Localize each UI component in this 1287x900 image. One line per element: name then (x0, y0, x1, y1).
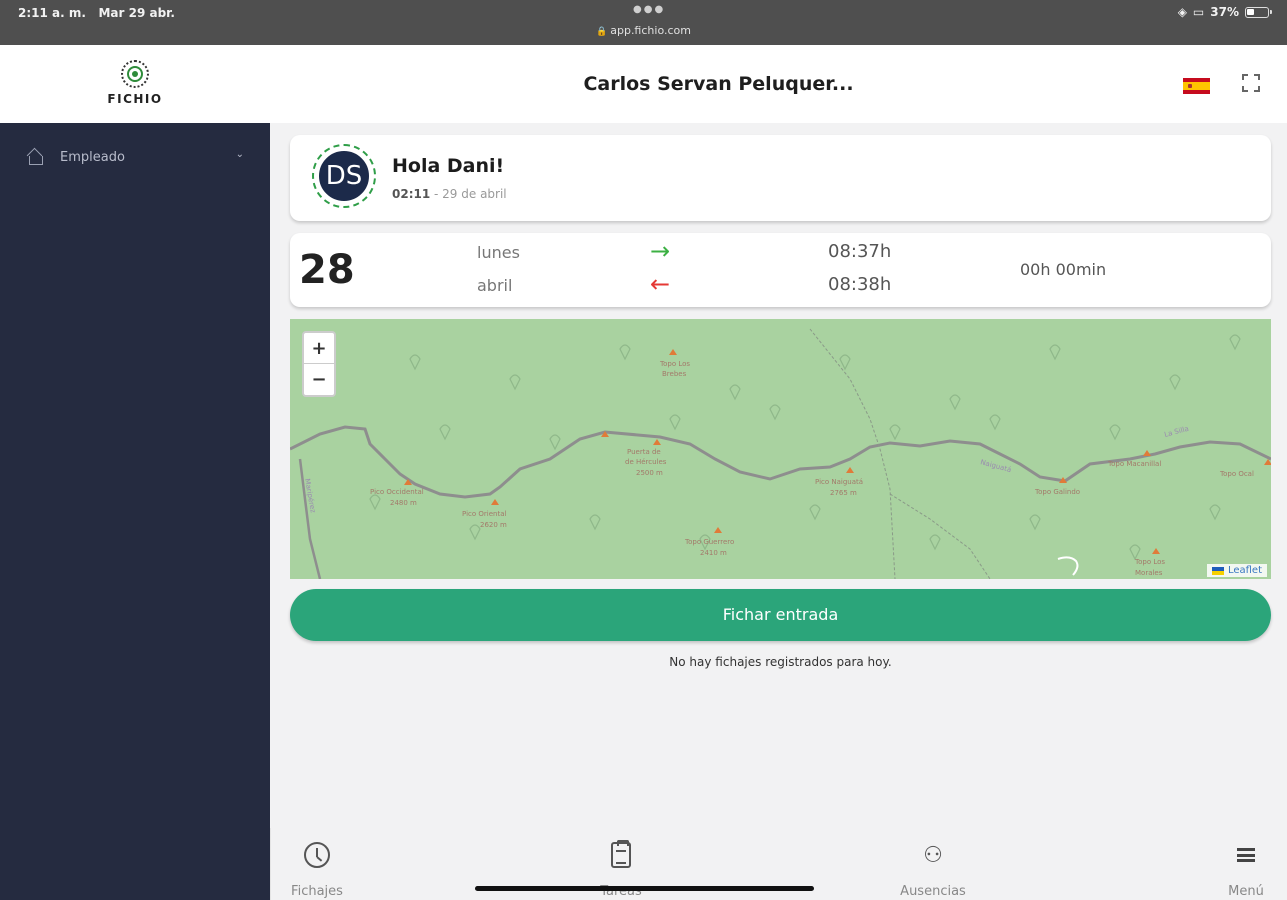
hamburger-icon (1237, 848, 1255, 862)
status-time: 2:11 a. m. Mar 29 abr. (18, 6, 175, 20)
svg-text:Topo Macanillal: Topo Macanillal (1107, 460, 1161, 468)
svg-text:2410 m: 2410 m (700, 549, 727, 557)
svg-text:Naiguatá: Naiguatá (979, 458, 1012, 474)
main-content: DS Hola Dani! 02:11 - 29 de abril 28 lun… (270, 123, 1287, 828)
sidebar: Empleado ⌄ (0, 123, 270, 900)
clock-icon (304, 842, 330, 868)
svg-text:2480 m: 2480 m (390, 499, 417, 507)
svg-text:2620 m: 2620 m (480, 521, 507, 529)
lock-icon: 🔒 (596, 27, 608, 37)
svg-text:2500 m: 2500 m (636, 469, 663, 477)
url-text: app.fichio.com (610, 24, 691, 37)
day-summary-card[interactable]: 28 lunes abril → ← 08:37h 08:38h 00h 00m… (290, 233, 1271, 307)
chevron-down-icon: ⌄ (235, 149, 244, 160)
greeting-datetime: 02:11 - 29 de abril (392, 187, 507, 201)
empty-records-message: No hay fichajes registrados para hoy. (669, 655, 892, 669)
weekday: lunes (477, 243, 520, 262)
avatar[interactable]: DS (312, 144, 376, 208)
svg-text:Pico Oriental: Pico Oriental (462, 510, 506, 518)
home-icon (26, 148, 44, 166)
zoom-in-button[interactable]: + (304, 333, 334, 364)
entry-arrow-icon: → (650, 237, 671, 265)
location-map[interactable]: Topo Los Brebes Pico Occidental 2480 m Pic… (290, 319, 1271, 579)
ukraine-flag-icon (1211, 566, 1224, 575)
svg-text:Puerta de: Puerta de (627, 448, 661, 456)
svg-text:Topo Galindo: Topo Galindo (1034, 488, 1080, 496)
total-worked: 00h 00min (1020, 260, 1107, 279)
day-number: 28 (299, 247, 355, 293)
nav-fichajes[interactable]: Fichajes (287, 840, 347, 899)
status-right: ◈ ▭ 37% (1177, 5, 1272, 19)
more-dots-icon[interactable]: ●●● (633, 4, 666, 15)
screen-lock-icon: ▭ (1192, 5, 1205, 19)
check-in-button[interactable]: Fichar entrada (290, 589, 1271, 641)
app-header: FICHIO Carlos Servan Peluquer... (0, 45, 1287, 123)
leaflet-link[interactable]: Leaflet (1227, 565, 1262, 576)
sidebar-item-empleado[interactable]: Empleado ⌄ (26, 145, 246, 169)
es-flag-icon[interactable] (1183, 78, 1210, 94)
logo-mark-icon (116, 60, 154, 92)
fichio-logo[interactable]: FICHIO (104, 60, 166, 112)
ios-status-bar: 2:11 a. m. Mar 29 abr. ●●● 🔒 app.fichio.c… (0, 0, 1287, 45)
clipboard-icon (611, 840, 631, 868)
map-tiles: Topo Los Brebes Pico Occidental 2480 m Pic… (290, 328, 1271, 579)
svg-text:Morales: Morales (1135, 569, 1163, 577)
sidebar-item-label: Empleado (60, 149, 125, 165)
map-attribution[interactable]: Leaflet (1206, 564, 1267, 577)
greeting-title: Hola Dani! (392, 155, 505, 177)
svg-text:de Hércules: de Hércules (625, 458, 667, 466)
svg-text:Topo Guerrero: Topo Guerrero (684, 538, 734, 546)
battery-percent: 37% (1210, 5, 1239, 19)
nav-ausencias[interactable]: ⚇ Ausencias (900, 842, 966, 900)
fullscreen-icon[interactable] (1242, 74, 1260, 92)
entry-time: 08:37h (828, 241, 892, 262)
url-bar[interactable]: 🔒 app.fichio.com (0, 24, 1287, 37)
svg-text:La Silla: La Silla (1163, 425, 1189, 439)
battery-icon (1245, 6, 1272, 18)
greeting-card: DS Hola Dani! 02:11 - 29 de abril (290, 135, 1271, 221)
people-icon: ⚇ (923, 842, 943, 868)
exit-time: 08:38h (828, 274, 892, 295)
svg-text:Pico Naiguatá: Pico Naiguatá (815, 478, 863, 486)
map-zoom-control: + − (302, 331, 336, 397)
home-indicator[interactable] (475, 886, 814, 891)
svg-text:Topo Ocal: Topo Ocal (1219, 470, 1254, 478)
logo-text: FICHIO (107, 92, 163, 106)
svg-text:2765 m: 2765 m (830, 489, 857, 497)
svg-text:Pico Occidental: Pico Occidental (370, 488, 424, 496)
month: abril (477, 276, 513, 295)
exit-arrow-icon: ← (650, 270, 671, 298)
svg-text:Topo Los: Topo Los (1134, 558, 1165, 566)
svg-text:Topo Los: Topo Los (659, 360, 690, 368)
wifi-icon: ◈ (1177, 5, 1187, 19)
zoom-out-button[interactable]: − (311, 369, 327, 390)
page-title: Carlos Servan Peluquer... (583, 73, 854, 95)
nav-menu[interactable]: Menú (1221, 840, 1271, 899)
svg-text:Brebes: Brebes (662, 370, 687, 378)
